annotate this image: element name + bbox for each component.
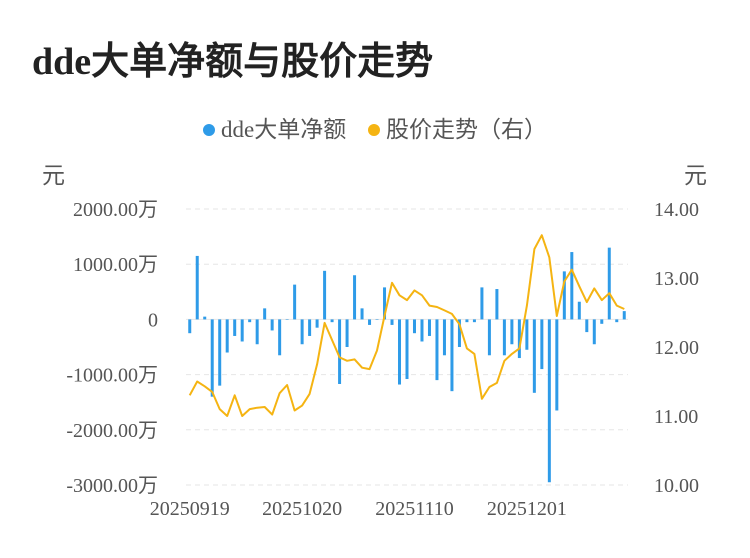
- dde-bar: [480, 287, 484, 320]
- y-right-tick-label: 10.00: [654, 475, 699, 497]
- dde-bar: [562, 271, 566, 320]
- dde-bar: [502, 319, 506, 356]
- dde-bar: [412, 319, 416, 334]
- legend-item-price[interactable]: 股价走势（右）: [367, 110, 547, 144]
- dde-bar: [570, 252, 574, 320]
- dde-bar: [233, 319, 237, 336]
- dde-bar: [510, 319, 514, 345]
- dde-bar: [383, 287, 387, 320]
- y-right-tick-label: 12.00: [654, 337, 699, 359]
- dde-bar: [210, 319, 214, 397]
- dde-bar: [487, 319, 491, 356]
- dde-bar: [577, 301, 581, 320]
- left-axis-unit: 元: [42, 163, 65, 188]
- dde-bar: [345, 319, 349, 347]
- dde-bar: [525, 319, 529, 350]
- y-left-tick-label: -2000.00万: [66, 420, 158, 442]
- y-right-tick-label: 11.00: [654, 406, 698, 428]
- dde-bar: [450, 319, 454, 392]
- legend-label-dde: dde大单净额: [221, 117, 347, 142]
- y-right-tick-label: 13.00: [654, 268, 699, 290]
- legend-dot-blue-icon: [203, 123, 216, 136]
- x-tick-label: 20251110: [375, 498, 454, 520]
- y-left-tick-label: 2000.00万: [73, 199, 158, 221]
- dde-bar: [323, 270, 327, 320]
- dde-bar: [330, 319, 334, 323]
- dde-bar: [555, 319, 559, 411]
- dde-bar: [188, 319, 192, 334]
- dde-bar: [315, 319, 319, 328]
- dde-bar: [203, 316, 207, 320]
- price-line: [188, 234, 625, 417]
- y-left-tick-label: -1000.00万: [66, 365, 158, 387]
- chart-title: dde大单净额与股价走势: [32, 41, 434, 83]
- dde-bar: [622, 311, 626, 320]
- dde-bar: [472, 319, 476, 323]
- dde-bar: [255, 319, 259, 345]
- dde-bar: [375, 319, 379, 320]
- dde-bar: [600, 319, 604, 324]
- dde-bar: [278, 319, 282, 356]
- legend-item-dde[interactable]: dde大单净额: [203, 110, 346, 144]
- right-axis-unit: 元: [684, 163, 707, 188]
- dde-bar: [360, 308, 364, 320]
- dde-bar: [495, 289, 499, 320]
- dde-bar: [427, 319, 431, 336]
- legend-label-price: 股价走势（右）: [385, 117, 547, 142]
- dde-bar: [225, 319, 229, 353]
- dde-bar: [293, 284, 297, 320]
- y-left-tick-label: 1000.00万: [73, 254, 158, 276]
- dde-bar: [517, 319, 521, 359]
- dde-bar: [420, 319, 424, 342]
- dde-bar: [308, 319, 312, 336]
- dde-bar: [465, 319, 469, 323]
- dde-bar: [248, 319, 252, 323]
- dde-bar: [240, 319, 244, 342]
- dde-bar: [218, 319, 222, 386]
- x-tick-label: 20251201: [487, 498, 567, 520]
- dde-bar: [270, 319, 274, 331]
- legend: dde大单净额 股价走势（右）: [0, 110, 750, 144]
- dde-bar: [390, 319, 394, 325]
- y-right-tick-label: 14.00: [654, 199, 699, 221]
- dde-bar: [540, 319, 544, 370]
- dde-bar: [353, 275, 357, 320]
- dde-bar: [585, 319, 589, 333]
- dde-bar: [532, 319, 536, 393]
- legend-dot-orange-icon: [367, 123, 380, 136]
- x-tick-label: 20251020: [262, 498, 342, 520]
- dde-bar: [263, 308, 267, 320]
- dde-bar: [592, 319, 596, 345]
- dde-bar: [442, 319, 446, 356]
- dde-bar: [547, 319, 551, 483]
- dde-bar: [607, 247, 611, 320]
- dde-bar: [435, 319, 439, 381]
- dde-bar: [398, 319, 402, 385]
- dde-bar: [285, 319, 289, 320]
- dde-bar: [457, 319, 461, 347]
- dde-bar: [338, 319, 342, 384]
- dde-bar: [368, 319, 372, 325]
- x-tick-label: 20250919: [150, 498, 230, 520]
- dde-bar: [615, 319, 619, 323]
- dde-bar: [405, 319, 409, 380]
- dde-bar: [195, 255, 199, 320]
- dde-bar: [300, 319, 304, 345]
- y-left-tick-label: 0: [148, 309, 158, 331]
- y-left-tick-label: -3000.00万: [66, 475, 158, 497]
